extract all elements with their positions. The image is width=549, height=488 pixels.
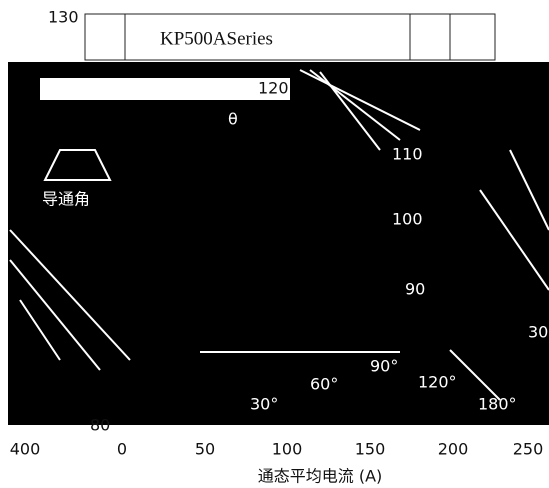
- angle-label: 180°: [478, 395, 517, 414]
- angle-label: 60°: [310, 375, 338, 394]
- header-box: [85, 14, 495, 60]
- x-tick-label: 250: [513, 440, 544, 459]
- series-title: KP500ASeries: [160, 28, 273, 49]
- angle-caption: 导通角: [42, 190, 90, 209]
- x-ticks: 400 0 50 100 150 200 250 通态平均电流 (A): [10, 440, 544, 486]
- x-tick-label: 50: [195, 440, 215, 459]
- angle-label: 120°: [418, 373, 457, 392]
- right-edge-label: 30: [528, 323, 548, 342]
- temp-label: 110: [392, 145, 423, 164]
- page: {"header": {"top_value": "130", "title":…: [0, 0, 549, 488]
- chart: 130 KP500ASeries 120 θ 导通角 110 100 90 30…: [0, 0, 549, 488]
- angle-label: 30°: [250, 395, 278, 414]
- plot-area: [8, 62, 549, 425]
- x-axis-label: 通态平均电流 (A): [258, 467, 383, 486]
- temp-label: 90: [405, 280, 425, 299]
- x-tick-label: 0: [117, 440, 127, 459]
- x-tick-label: 150: [355, 440, 386, 459]
- angle-label: 90°: [370, 357, 398, 376]
- x-tick-label: 200: [438, 440, 469, 459]
- x-tick-label: 100: [272, 440, 303, 459]
- bottom-value: 80: [90, 416, 110, 435]
- x-tick-label: 400: [10, 440, 41, 459]
- highlight-bar: [40, 78, 290, 100]
- bar-value: 120: [258, 79, 289, 98]
- theta: θ: [228, 110, 238, 129]
- temp-label: 100: [392, 210, 423, 229]
- top-value: 130: [48, 8, 79, 27]
